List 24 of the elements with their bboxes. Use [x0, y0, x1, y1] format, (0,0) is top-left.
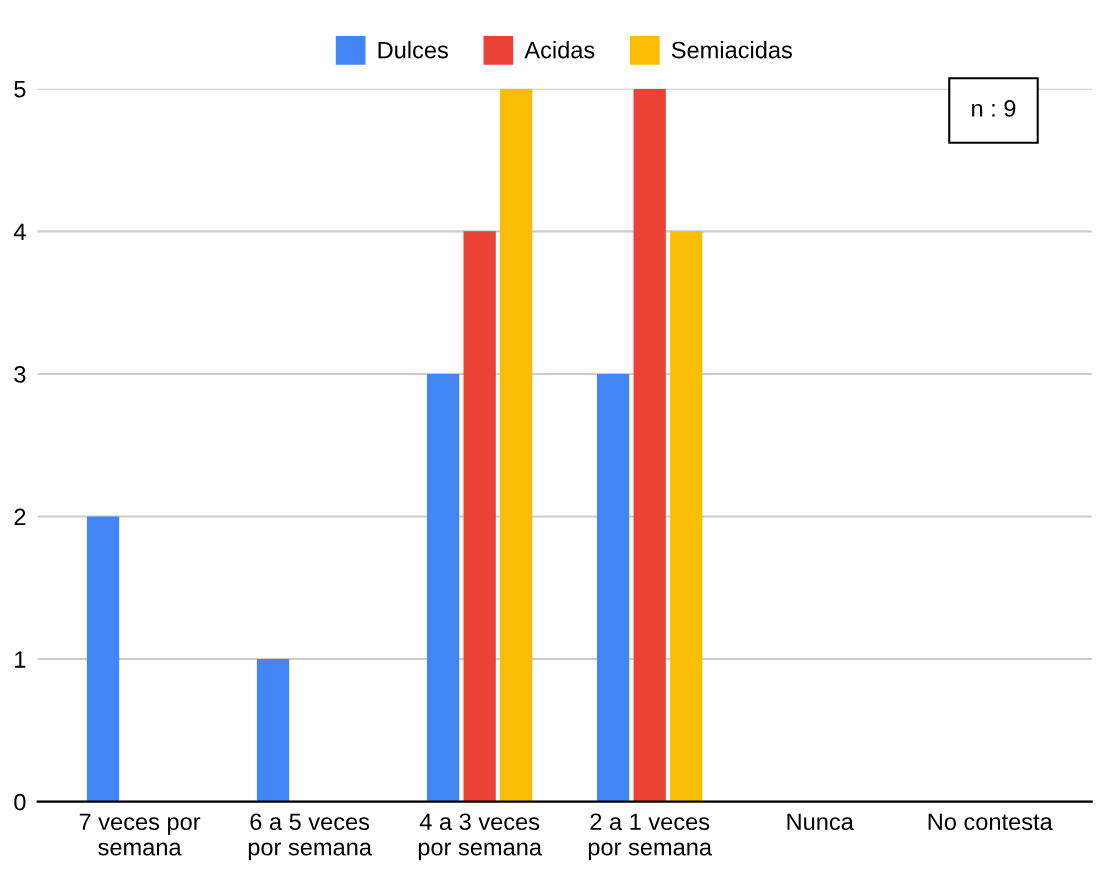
x-tick-label: 6 a 5 veces por semana	[248, 813, 372, 861]
x-tick-label: Nunca	[787, 813, 854, 831]
y-tick-label: 0	[14, 793, 26, 811]
bar	[670, 231, 703, 802]
y-tick-label: 1	[15, 651, 26, 668]
bar	[463, 231, 496, 802]
bar	[86, 516, 120, 802]
x-tick-label: 2 a 1 veces por semana	[588, 813, 713, 861]
y-tick-label: 3	[14, 365, 26, 383]
legend-label: Semiacidas	[671, 41, 792, 59]
x-tick-label: 7 veces por semana	[79, 813, 201, 856]
bar	[256, 659, 290, 802]
legend-label: Dulces	[378, 41, 448, 59]
x-tick-label: No contesta	[928, 813, 1053, 831]
bar	[596, 373, 630, 802]
bar	[633, 88, 666, 802]
legend-label: Acidas	[524, 41, 595, 59]
y-tick-label: 2	[14, 508, 26, 526]
y-tick-label: 4	[13, 223, 26, 240]
x-tick-label: 4 a 3 veces por semana	[418, 813, 542, 861]
y-tick-label: 5	[14, 81, 26, 98]
bar	[426, 373, 460, 802]
annotation: n : 9	[972, 100, 1016, 117]
bar	[500, 88, 533, 802]
